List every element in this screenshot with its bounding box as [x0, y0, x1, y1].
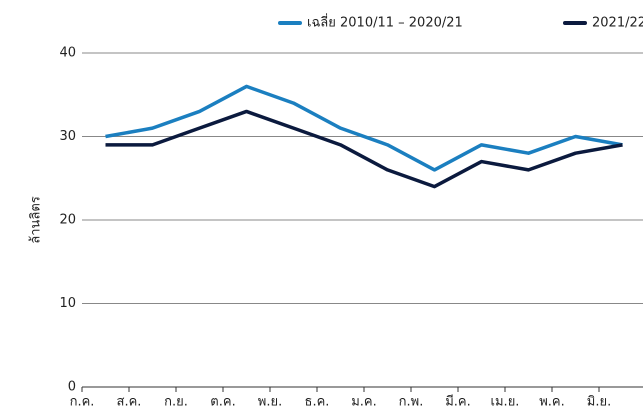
y-tick-label: 40 — [59, 46, 76, 61]
x-tick-label: ม.ค. — [351, 395, 377, 410]
x-tick-label: ก.ย. — [164, 395, 188, 410]
series-line — [105, 109, 623, 189]
x-tick-label: พ.ย. — [258, 395, 282, 410]
y-axis-label: ล้านลิตร — [29, 196, 44, 244]
legend-label: เฉลี่ย 2010/11 – 2020/21 — [307, 14, 463, 31]
x-tick-label: มิ.ย. — [587, 395, 611, 410]
x-tick-label: เม.ย. — [491, 395, 520, 410]
x-tick-label: พ.ค. — [539, 395, 565, 410]
y-tick-label: 0 — [68, 380, 76, 395]
x-tick-label: ส.ค. — [117, 395, 142, 410]
x-tick-label: ต.ค. — [210, 395, 235, 410]
y-tick-label: 20 — [59, 213, 76, 228]
series-line — [105, 84, 623, 172]
y-tick-label: 10 — [59, 296, 76, 311]
x-tick-label: ธ.ค. — [305, 395, 330, 410]
x-tick-label: ก.พ. — [399, 395, 424, 410]
x-tick-label: ก.ค. — [70, 395, 95, 410]
y-tick-label: 30 — [59, 129, 76, 144]
legend-label: 2021/22 — [592, 16, 643, 31]
x-tick-label: มี.ค. — [445, 394, 471, 410]
